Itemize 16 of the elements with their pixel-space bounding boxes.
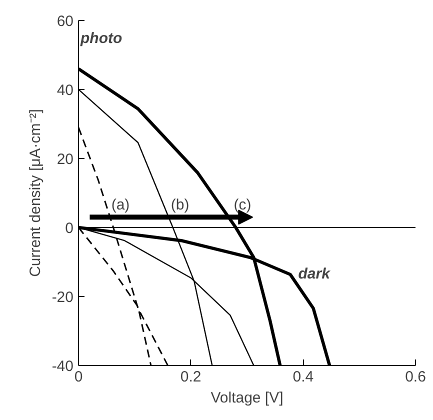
y-axis-title: Current density [μA·cm⁻²] xyxy=(26,109,44,277)
x-tick-label: 0.6 xyxy=(405,368,426,386)
y-tick-label: 60 xyxy=(56,13,74,30)
y-tick-label: -20 xyxy=(52,289,74,306)
x-axis-title: Voltage [V] xyxy=(210,390,284,406)
annotation: photo xyxy=(80,30,122,47)
y-tick-label: -40 xyxy=(52,358,74,375)
x-tick-label: 0.2 xyxy=(180,368,202,386)
x-tick-label: 0.4 xyxy=(292,368,314,386)
y-tick-label: 0 xyxy=(65,220,74,237)
annotation: (b) xyxy=(170,196,190,214)
y-tick-label: 40 xyxy=(56,82,74,99)
annotation: dark xyxy=(298,265,331,282)
y-tick-label: 20 xyxy=(56,151,74,168)
annotation: (a) xyxy=(111,196,130,214)
annotation: (c) xyxy=(234,196,252,214)
